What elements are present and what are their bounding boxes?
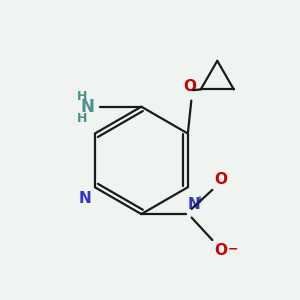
- Text: −: −: [228, 243, 238, 256]
- Text: H: H: [77, 112, 88, 125]
- Text: N: N: [79, 191, 92, 206]
- Text: O: O: [214, 243, 227, 258]
- Text: O: O: [214, 172, 227, 187]
- Text: O: O: [183, 79, 196, 94]
- Text: N: N: [188, 197, 201, 212]
- Text: H: H: [77, 90, 88, 103]
- Text: N: N: [81, 98, 94, 116]
- Text: +: +: [196, 195, 204, 206]
